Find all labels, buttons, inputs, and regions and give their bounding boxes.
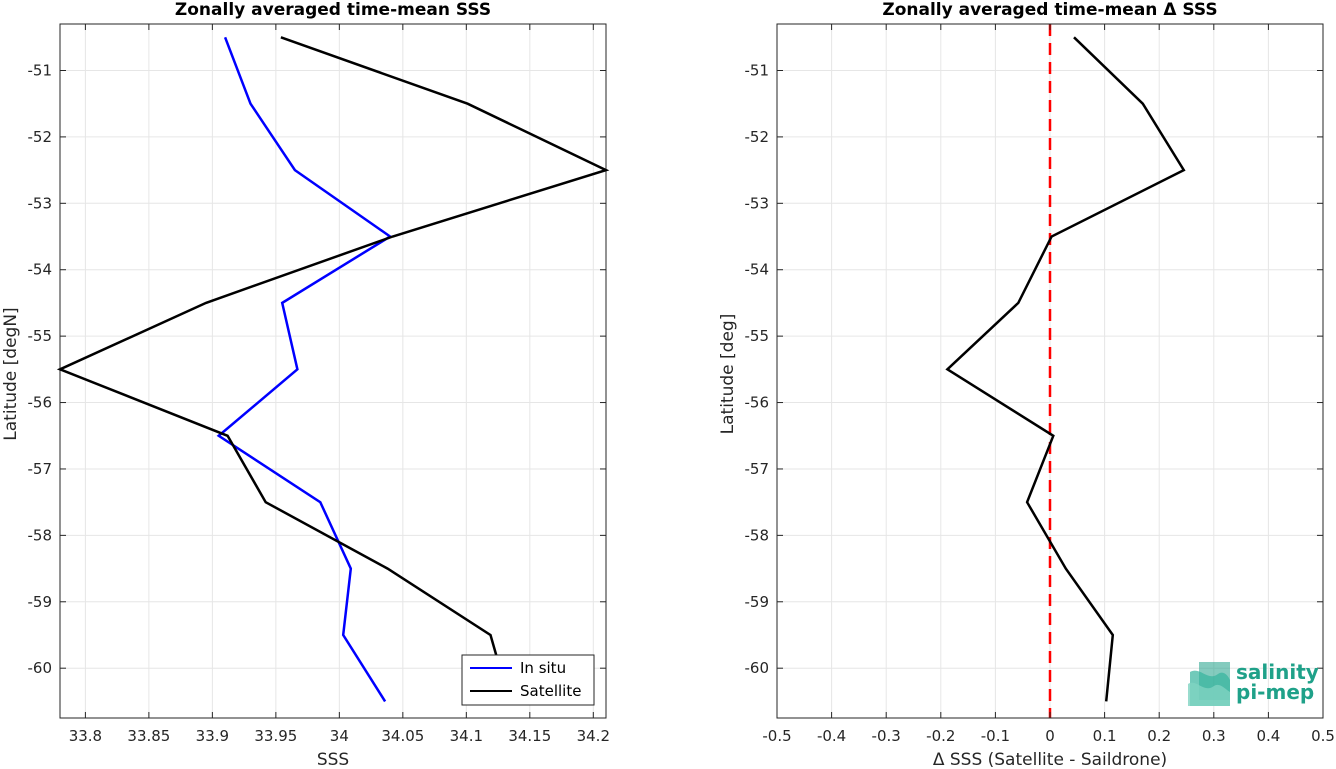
y-tick-label: -54 — [28, 261, 53, 279]
x-tick-label: 0.5 — [1311, 727, 1335, 745]
x-tick-label: 33.9 — [196, 727, 229, 745]
x-tick-label: 34.1 — [450, 727, 483, 745]
x-tick-label: 0.3 — [1202, 727, 1226, 745]
x-axis-label: Δ SSS (Satellite - Saildrone) — [933, 750, 1167, 769]
plot-frame — [59, 23, 607, 719]
x-tick-label: 33.85 — [127, 727, 170, 745]
y-tick-label: -51 — [28, 61, 53, 79]
x-tick-label: -0.1 — [981, 727, 1010, 745]
y-tick-label: -58 — [745, 526, 770, 544]
legend-box — [461, 654, 595, 706]
x-tick-label: -0.4 — [817, 727, 846, 745]
y-tick-label: -60 — [28, 659, 53, 677]
salinity-pi-mep-logo: salinity pi-mep — [1188, 660, 1319, 706]
x-axis-label: SSS — [317, 750, 349, 769]
logo-text-salinity: salinity — [1236, 660, 1319, 684]
y-tick-label: -55 — [28, 327, 53, 345]
right-chart-panel: -0.5 -0.4 -0.3 -0.2 -0.1 0 0.1 0.2 0.3 0.4 0.5 -51 -… — [718, 0, 1335, 769]
legend: In situ Satellite — [461, 654, 595, 706]
chart-title: Zonally averaged time-mean SSS — [175, 0, 491, 20]
x-tick-label: 0.4 — [1256, 727, 1280, 745]
legend-label-in-situ: In situ — [520, 659, 566, 677]
x-tick-label: 34 — [330, 727, 349, 745]
x-tick-label: 33.95 — [254, 727, 297, 745]
y-tick-label: -57 — [28, 460, 53, 478]
x-tick-label: -0.5 — [762, 727, 791, 745]
chart-title: Zonally averaged time-mean Δ SSS — [882, 0, 1217, 20]
x-tick-label: 34.05 — [381, 727, 424, 745]
x-tick-label: 0.1 — [1093, 727, 1117, 745]
y-tick-label: -51 — [745, 61, 770, 79]
y-tick-label: -53 — [745, 194, 770, 212]
x-tick-label: 0 — [1045, 727, 1055, 745]
logo-text-pi-mep: pi-mep — [1236, 680, 1314, 704]
x-tick-label: 33.8 — [69, 727, 102, 745]
y-tick-label: -56 — [745, 394, 770, 412]
x-tick-label: 34.2 — [577, 727, 610, 745]
y-tick-label: -56 — [28, 394, 53, 412]
y-tick-label: -52 — [745, 128, 770, 146]
y-tick-label: -53 — [28, 194, 53, 212]
y-tick-label: -59 — [745, 593, 770, 611]
x-tick-label: 0.2 — [1147, 727, 1171, 745]
logo-waves-icon — [1188, 662, 1230, 706]
y-tick-label: -52 — [28, 128, 53, 146]
x-tick-label: -0.2 — [926, 727, 955, 745]
y-tick-label: -57 — [745, 460, 770, 478]
left-chart-panel: 33.8 33.85 33.9 33.95 34 34.05 34.1 34.15 34.2 -5… — [1, 0, 610, 769]
legend-label-satellite: Satellite — [520, 682, 581, 700]
x-tick-label: 34.15 — [508, 727, 551, 745]
y-tick-label: -60 — [745, 659, 770, 677]
x-tick-label: -0.3 — [872, 727, 901, 745]
y-tick-label: -55 — [745, 327, 770, 345]
y-tick-label: -54 — [745, 261, 770, 279]
y-axis-label: Latitude [deg] — [718, 314, 738, 435]
y-tick-label: -58 — [28, 526, 53, 544]
y-tick-label: -59 — [28, 593, 53, 611]
series-line-satellite — [56, 36, 610, 662]
y-axis-label: Latitude [degN] — [1, 307, 21, 440]
